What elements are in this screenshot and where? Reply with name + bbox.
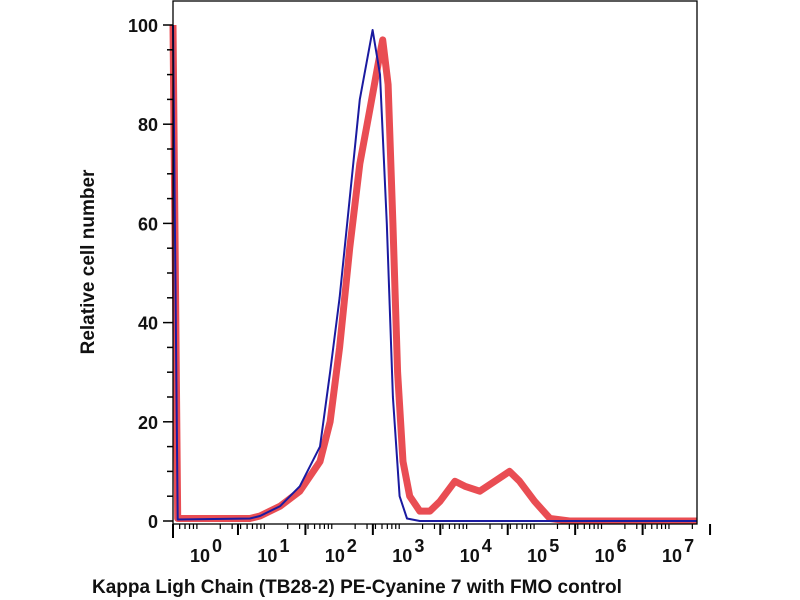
series-line-0 bbox=[169, 24, 697, 525]
x-tick-exponent: 1 bbox=[279, 536, 289, 556]
y-axis-title: Relative cell number bbox=[78, 169, 99, 354]
x-tick-base: 10 bbox=[662, 546, 682, 566]
x-tick-exponent: 2 bbox=[347, 536, 357, 556]
x-tick-label: 10 5 bbox=[527, 536, 559, 566]
x-tick-label: 10 2 bbox=[325, 536, 357, 566]
series-line-1 bbox=[172, 24, 697, 522]
plot-frame bbox=[172, 0, 698, 525]
y-tick-label: 80 bbox=[138, 115, 158, 135]
x-tick-base: 10 bbox=[392, 546, 412, 566]
x-tick-exponent: 3 bbox=[414, 536, 424, 556]
x-tick-label: 10 7 bbox=[662, 536, 694, 566]
x-tick-exponent: 0 bbox=[212, 536, 222, 556]
x-tick-base: 10 bbox=[460, 546, 480, 566]
x-tick-base: 10 bbox=[257, 546, 277, 566]
x-axis-title: Kappa Ligh Chain (TB28-2) PE-Cyanine 7 w… bbox=[92, 577, 622, 598]
x-tick-exponent: 5 bbox=[549, 536, 559, 556]
x-tick-base: 10 bbox=[190, 546, 210, 566]
x-tick-exponent: 6 bbox=[617, 536, 627, 556]
x-tick-label: 10 0 bbox=[190, 536, 222, 566]
x-tick-exponent: 7 bbox=[684, 536, 694, 556]
x-tick-base: 10 bbox=[595, 546, 615, 566]
y-tick-label: 60 bbox=[138, 214, 158, 234]
x-tick-label: 10 6 bbox=[595, 536, 627, 566]
x-tick-base: 10 bbox=[325, 546, 345, 566]
y-tick-label: 20 bbox=[138, 413, 158, 433]
y-tick-label: 0 bbox=[148, 512, 158, 532]
x-tick-label: 10 4 bbox=[460, 536, 492, 566]
y-tick-label: 100 bbox=[128, 16, 158, 36]
x-tick-label: 10 1 bbox=[257, 536, 289, 566]
series-layer bbox=[169, 24, 697, 525]
x-tick-label: 10 3 bbox=[392, 536, 424, 566]
y-tick-label: 40 bbox=[138, 314, 158, 334]
x-tick-exponent: 4 bbox=[482, 536, 492, 556]
x-tick-base: 10 bbox=[527, 546, 547, 566]
